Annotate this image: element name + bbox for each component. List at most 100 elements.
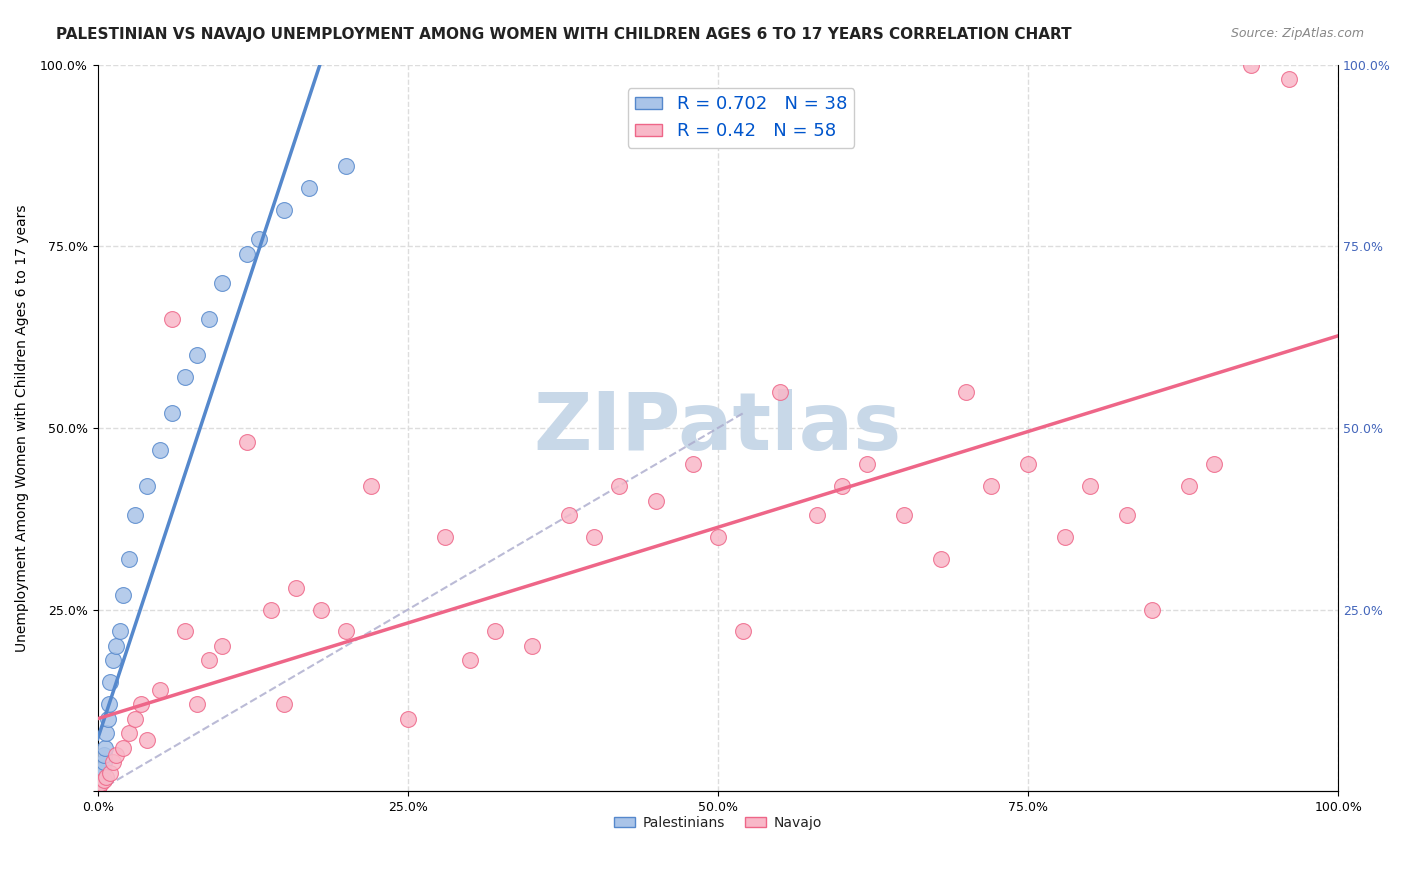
Point [1116,508,1139,523]
Point [93,747,115,762]
Point [86,784,108,798]
Point [86,779,108,793]
Point [831,479,853,493]
Point [86,777,108,791]
Point [198,312,221,326]
Point [86,779,108,793]
Point [335,624,357,639]
Point [929,551,952,566]
Point [806,508,828,523]
Point [96,726,118,740]
Point [520,639,543,653]
Point [1054,530,1077,544]
Point [211,276,233,290]
Point [87,775,110,789]
Point [260,602,283,616]
Point [198,653,221,667]
Point [90,766,112,780]
Point [731,624,754,639]
Point [91,763,114,777]
Point [173,370,195,384]
Point [273,697,295,711]
Point [160,312,183,326]
Point [86,784,108,798]
Point [1140,602,1163,616]
Point [856,457,879,471]
Point [1204,457,1226,471]
Point [1078,479,1101,493]
Point [396,712,419,726]
Point [97,697,120,711]
Point [645,493,668,508]
Point [93,773,115,788]
Point [98,766,121,780]
Text: ZIPatlas: ZIPatlas [534,389,903,467]
Point [297,181,319,195]
Text: PALESTINIAN VS NAVAJO UNEMPLOYMENT AMONG WOMEN WITH CHILDREN AGES 6 TO 17 YEARS : PALESTINIAN VS NAVAJO UNEMPLOYMENT AMONG… [56,27,1071,42]
Point [136,479,159,493]
Point [101,755,124,769]
Point [607,479,630,493]
Point [94,740,117,755]
Point [360,479,382,493]
Point [285,581,308,595]
Point [769,384,792,399]
Point [86,784,108,798]
Point [86,782,108,797]
Point [1017,457,1039,471]
Point [86,784,108,798]
Point [1178,479,1201,493]
Point [118,726,141,740]
Point [86,784,108,798]
Point [96,770,118,784]
Point [86,777,108,791]
Point [211,639,233,653]
Point [273,202,295,217]
Point [173,624,195,639]
Point [149,442,172,457]
Point [682,457,704,471]
Point [247,232,270,246]
Point [309,602,332,616]
Point [108,624,131,639]
Point [97,712,120,726]
Point [129,697,152,711]
Point [124,508,146,523]
Point [186,348,208,362]
Point [149,682,172,697]
Point [186,697,208,711]
Point [118,551,141,566]
Point [484,624,506,639]
Point [105,747,128,762]
Point [111,588,134,602]
Point [86,780,108,795]
Y-axis label: Unemployment Among Women with Children Ages 6 to 17 years: Unemployment Among Women with Children A… [15,204,30,652]
Text: Source: ZipAtlas.com: Source: ZipAtlas.com [1230,27,1364,40]
Point [558,508,581,523]
Point [160,406,183,420]
Point [582,530,605,544]
Point [101,653,124,667]
Point [89,770,111,784]
Point [235,435,257,450]
Point [1278,72,1301,87]
Point [458,653,481,667]
Point [111,740,134,755]
Point [86,780,108,795]
Point [235,246,257,260]
Point [86,782,108,797]
Point [105,639,128,653]
Point [955,384,977,399]
Point [707,530,730,544]
Legend: Palestinians, Navajo: Palestinians, Navajo [609,810,827,835]
Point [893,508,915,523]
Point [136,733,159,747]
Point [89,773,111,788]
Point [90,775,112,789]
Point [1240,57,1263,71]
Point [980,479,1002,493]
Point [98,675,121,690]
Point [434,530,457,544]
Point [335,159,357,173]
Point [124,712,146,726]
